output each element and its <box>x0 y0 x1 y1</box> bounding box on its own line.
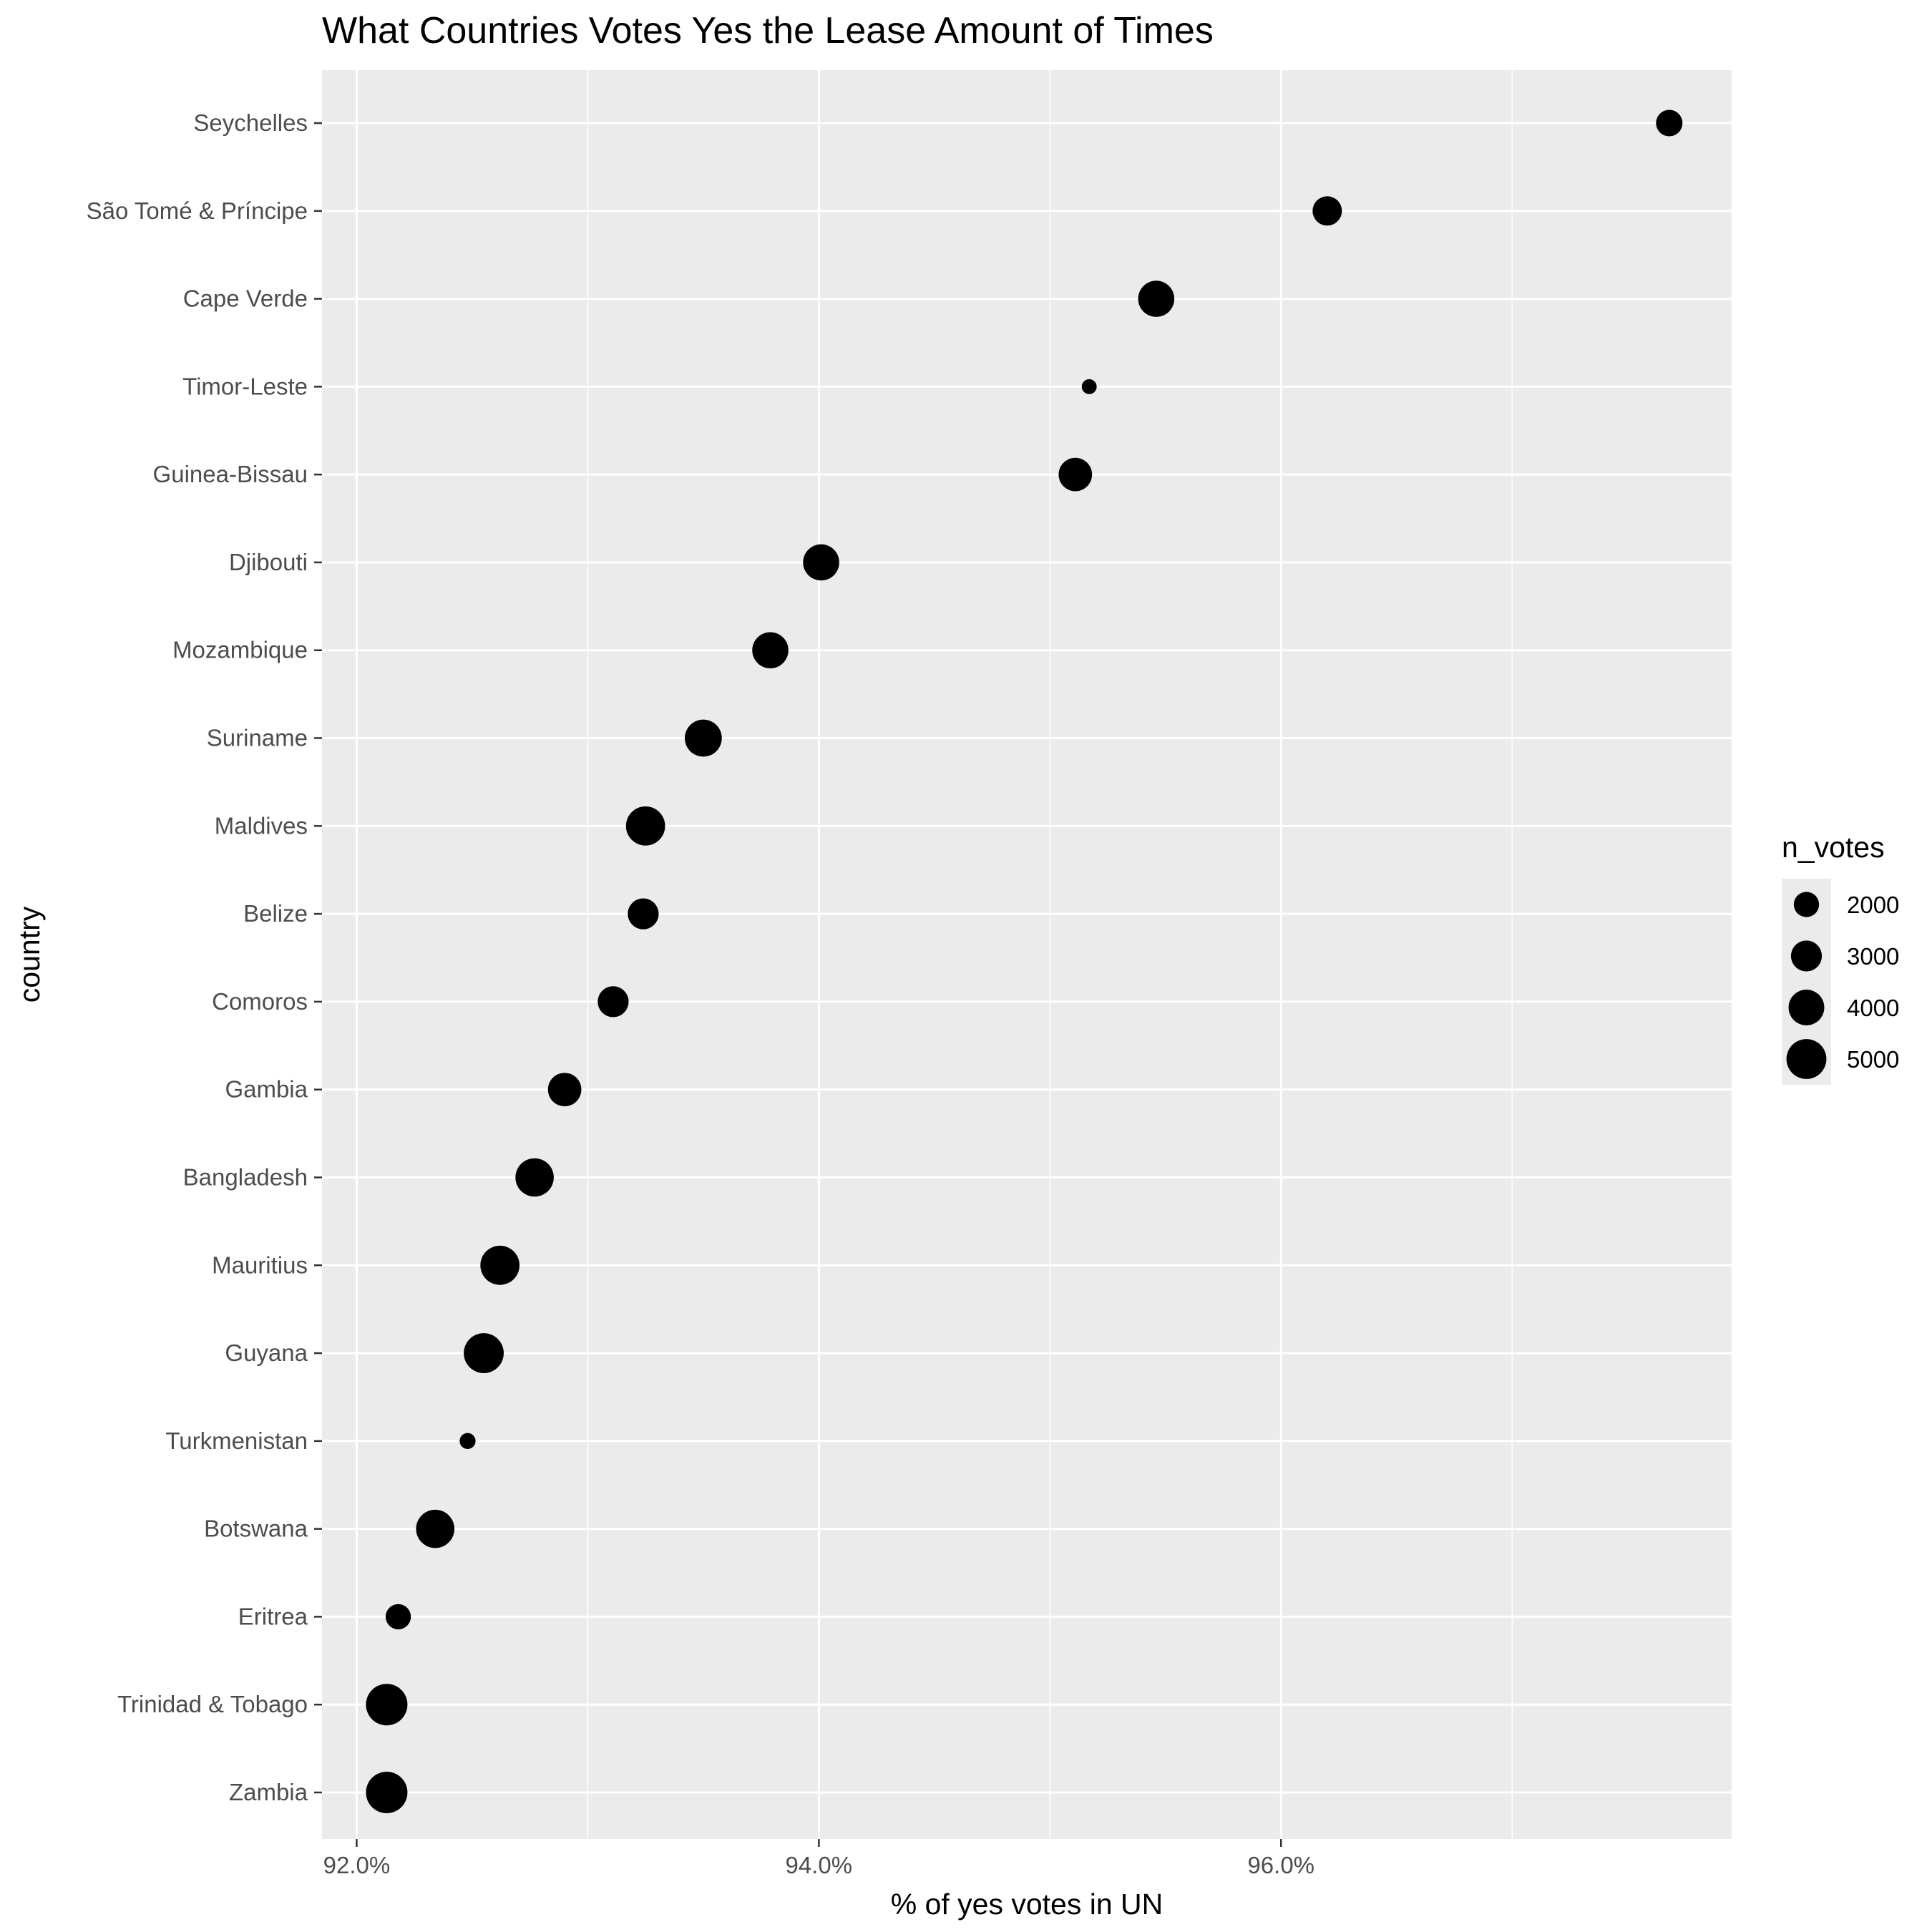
y-axis-title: country <box>13 906 46 1002</box>
y-tick-label: Eritrea <box>238 1603 308 1629</box>
legend-key-point <box>1788 990 1825 1025</box>
data-point <box>752 632 789 669</box>
data-point <box>515 1158 554 1197</box>
data-point <box>1138 280 1175 317</box>
data-point <box>480 1245 520 1285</box>
legend-label: 5000 <box>1847 1046 1899 1073</box>
data-points <box>366 109 1683 1813</box>
legend-label: 2000 <box>1847 892 1899 918</box>
y-tick-label: Trinidad & Tobago <box>117 1691 308 1717</box>
data-point <box>547 1073 582 1107</box>
x-tick-label: 92.0% <box>323 1852 391 1878</box>
y-tick-label: Belize <box>243 900 308 927</box>
y-tick-label: Maldives <box>215 812 308 839</box>
legend-title: n_votes <box>1782 831 1885 864</box>
data-point <box>366 1684 408 1726</box>
data-point <box>459 1433 476 1450</box>
legend-key-point <box>1793 892 1820 917</box>
data-point <box>464 1333 504 1373</box>
y-tick-label: Timor-Leste <box>182 373 308 399</box>
data-point <box>628 898 659 930</box>
legend-key-point <box>1786 1039 1827 1079</box>
x-axis: 92.0% 94.0% 96.0% <box>323 1839 1314 1878</box>
y-tick-label: Zambia <box>229 1779 308 1805</box>
y-tick-label: Comoros <box>212 988 308 1015</box>
data-point <box>684 719 722 757</box>
legend-key-point <box>1790 940 1823 972</box>
y-tick-label: Suriname <box>207 725 308 751</box>
x-tick-label: 94.0% <box>786 1852 853 1878</box>
legend-label: 4000 <box>1847 995 1899 1021</box>
y-tick-label: Djibouti <box>229 549 308 575</box>
y-tick-label: Mauritius <box>212 1252 308 1278</box>
data-point <box>366 1772 408 1813</box>
data-point <box>1081 379 1097 394</box>
data-point <box>1058 457 1093 492</box>
plot-panel <box>322 70 1732 1839</box>
y-tick-label: Cape Verde <box>183 286 308 312</box>
x-tick-label: 96.0% <box>1247 1852 1314 1878</box>
y-tick-label: Guinea-Bissau <box>153 461 308 487</box>
y-tick-label: Mozambique <box>172 637 308 663</box>
y-tick-label: Turkmenistan <box>165 1428 308 1454</box>
x-axis-title: % of yes votes in UN <box>891 1888 1163 1921</box>
data-point <box>597 986 629 1018</box>
y-axis: Seychelles São Tomé & Príncipe Cape Verde T… <box>87 109 322 1805</box>
grid-lines <box>322 70 1732 1839</box>
y-tick-label: Bangladesh <box>183 1163 308 1190</box>
chart-title: What Countries Votes Yes the Lease Amoun… <box>322 10 1214 52</box>
data-point <box>803 544 839 581</box>
y-tick-label: Botswana <box>204 1516 308 1542</box>
y-tick-label: Gambia <box>225 1076 308 1103</box>
data-point <box>625 806 665 846</box>
data-point <box>385 1604 411 1630</box>
y-tick-label: São Tomé & Príncipe <box>87 197 308 224</box>
data-point <box>416 1509 455 1548</box>
data-point <box>1656 109 1683 137</box>
y-tick-label: Guyana <box>225 1340 308 1366</box>
y-tick-label: Seychelles <box>193 109 308 136</box>
legend-label: 3000 <box>1847 943 1899 970</box>
data-point <box>1312 196 1342 226</box>
legend: n_votes 2000 3000 4000 5000 <box>1782 831 1899 1085</box>
